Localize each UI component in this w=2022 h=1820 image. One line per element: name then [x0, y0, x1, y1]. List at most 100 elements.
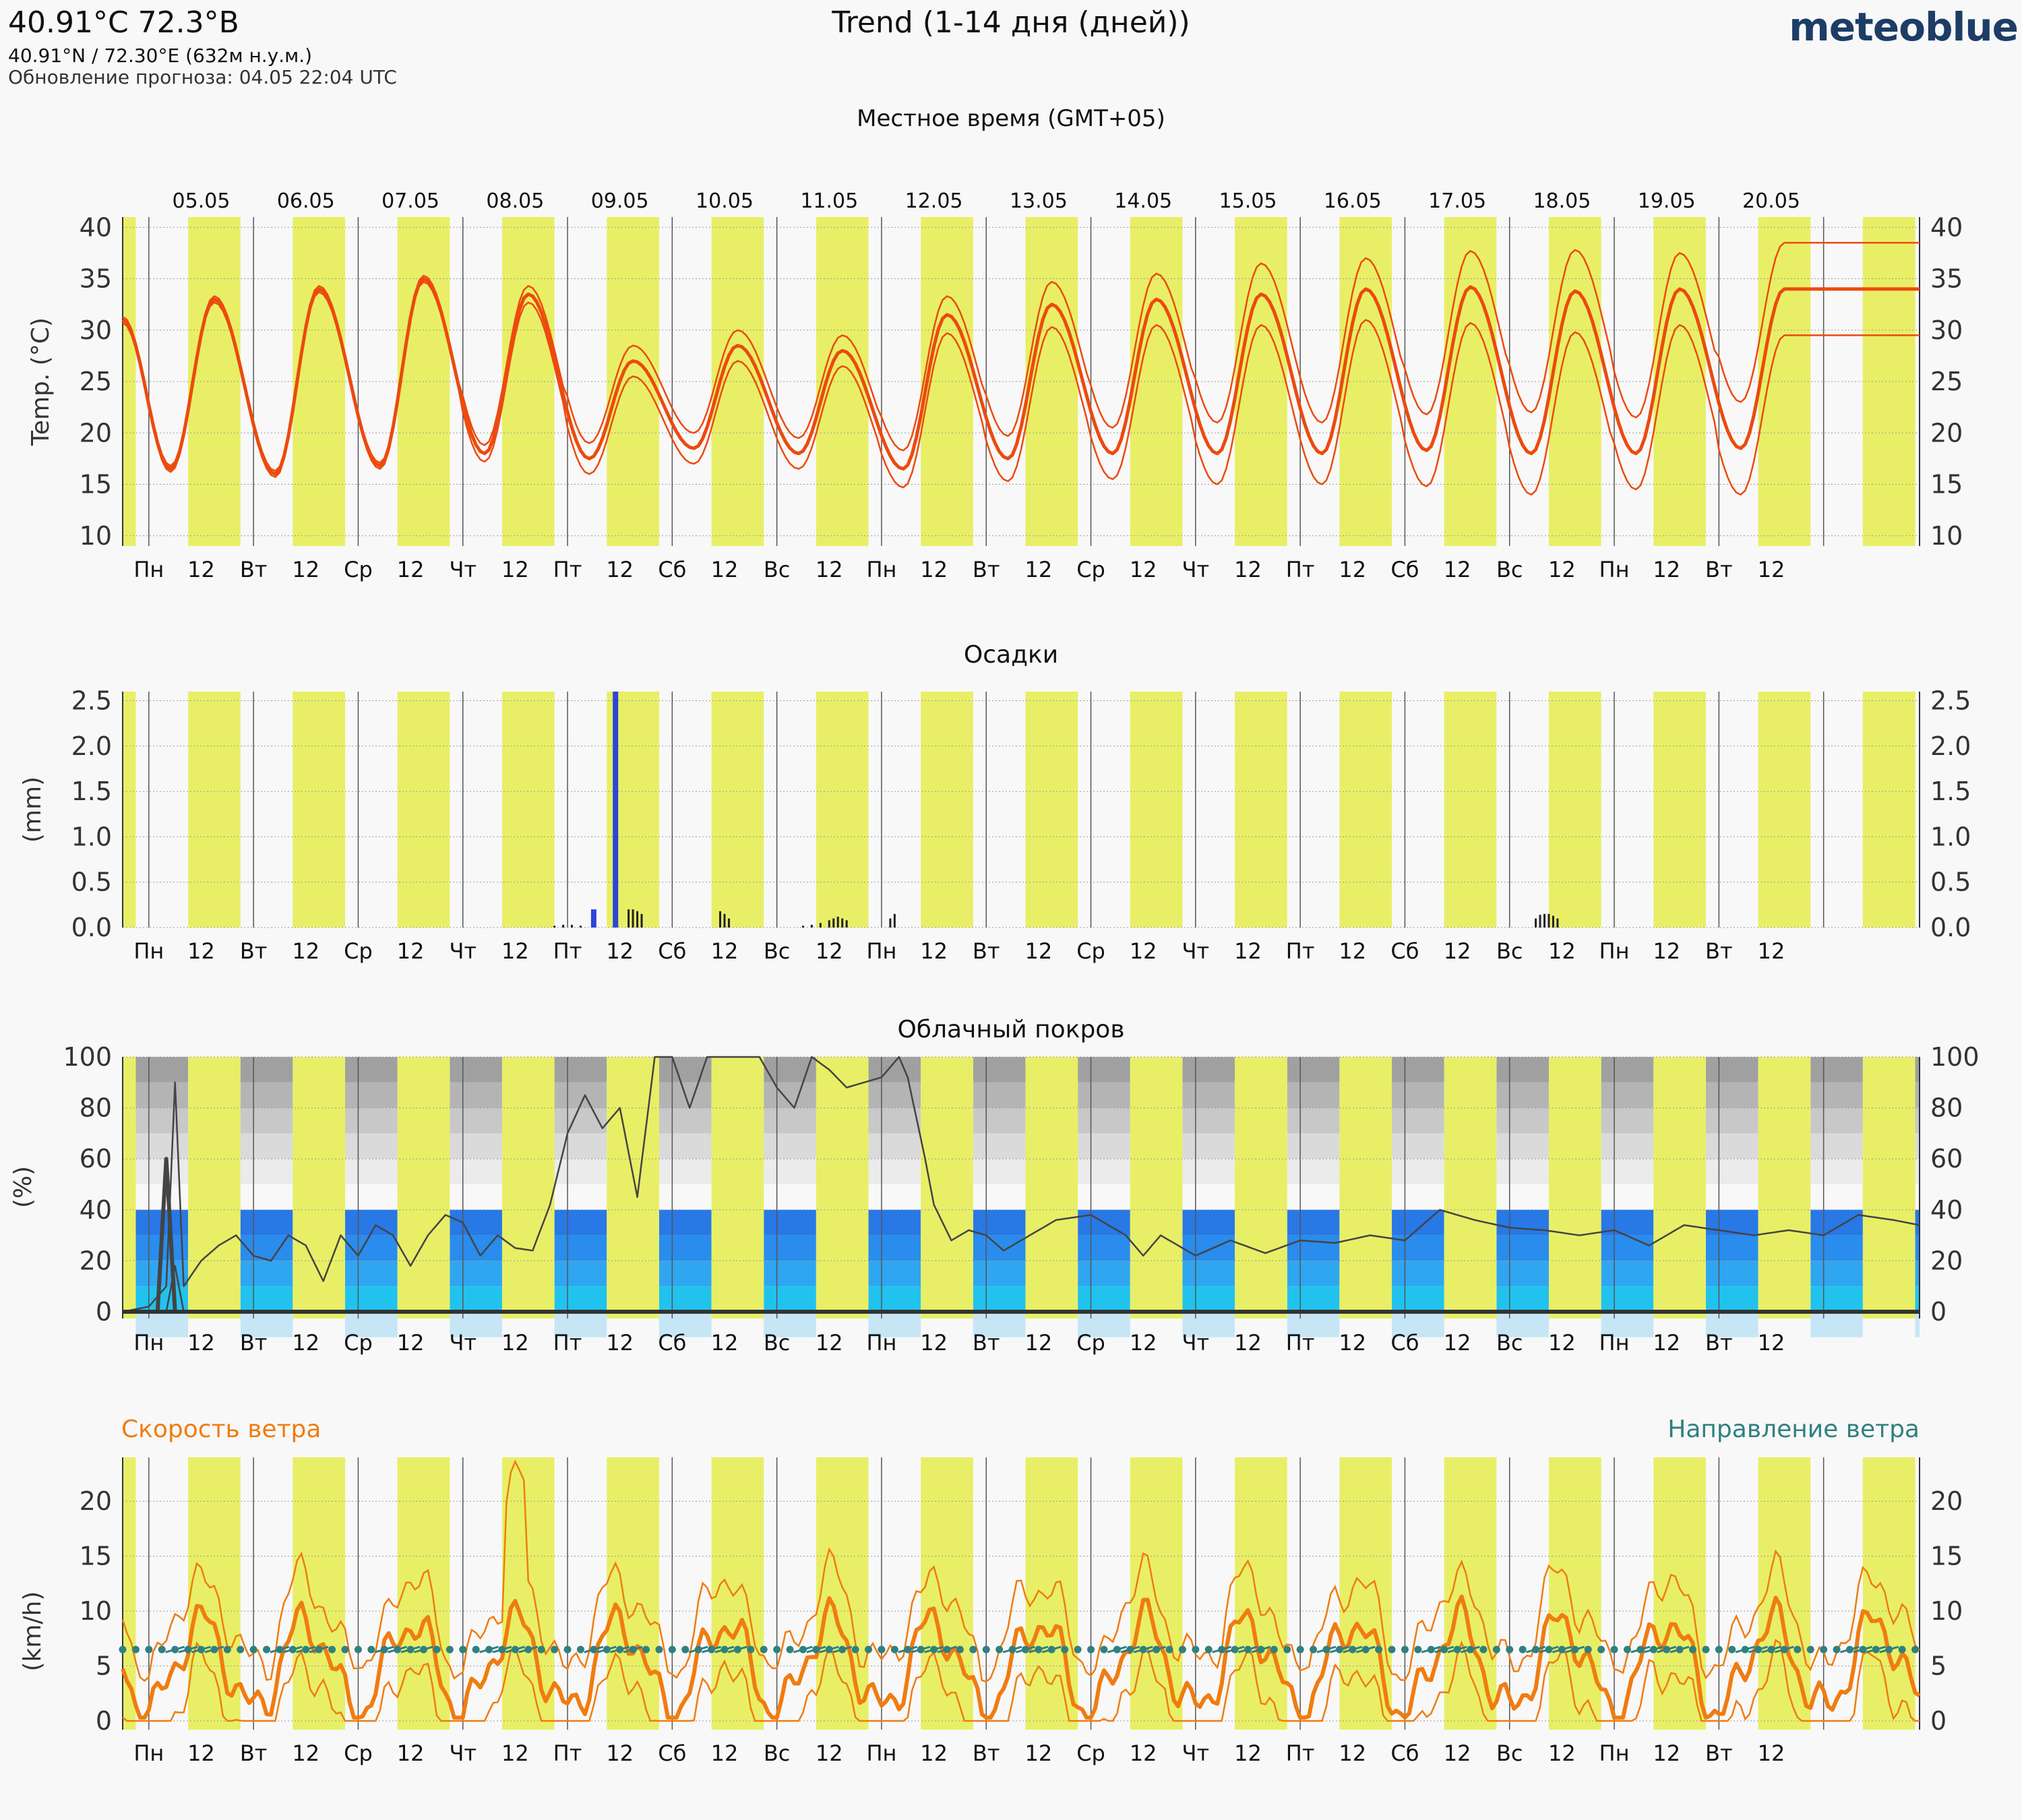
high-cloud-band	[1392, 1108, 1444, 1134]
wind-direction-dot	[995, 1645, 1004, 1654]
precip-ensemble-tick	[1552, 915, 1554, 928]
meteoblue-logo[interactable]: meteoblue	[1789, 4, 2019, 50]
temp-upper-line	[122, 241, 1920, 472]
weekday-label: Пн	[1599, 1740, 1630, 1766]
precip-tick-left: 2.5	[71, 686, 112, 715]
wind-direction-dot	[315, 1645, 323, 1654]
noon-label: 12	[1653, 1330, 1680, 1356]
weekday-label: Вс	[764, 1740, 791, 1766]
noon-label: 12	[920, 938, 948, 964]
wind-direction-dot	[131, 1645, 140, 1654]
wind-direction-dot	[1244, 1645, 1252, 1654]
daylight-band	[1339, 1057, 1392, 1318]
low-cloud-band	[868, 1286, 921, 1312]
precip-tick-left: 1.0	[71, 822, 112, 851]
precip-ensemble-tick	[571, 924, 573, 928]
wind-direction-dot	[1597, 1645, 1605, 1654]
wind-direction-dot	[1414, 1645, 1422, 1654]
precip-ensemble-tick	[640, 913, 643, 928]
high-cloud-band	[1705, 1108, 1758, 1134]
noon-label: 12	[1130, 1740, 1157, 1766]
weekday-label: Чт	[1182, 938, 1210, 964]
weekday-label: Вт	[240, 557, 268, 582]
noon-label: 12	[1444, 1740, 1471, 1766]
temp-tick-right: 30	[1930, 315, 1963, 345]
wind-direction-dot	[1820, 1645, 1828, 1654]
low-cloud-band	[1392, 1312, 1444, 1337]
wind-direction-dot	[1479, 1645, 1488, 1654]
wind-direction-dot	[406, 1645, 415, 1654]
date-label: 20.05	[1742, 189, 1800, 213]
wind-direction-dot	[1806, 1645, 1814, 1654]
high-cloud-band	[1915, 1133, 1920, 1159]
wind-direction-dot	[747, 1645, 755, 1654]
low-cloud-band	[240, 1312, 293, 1337]
high-cloud-band	[135, 1108, 189, 1134]
wind-direction-dot	[1728, 1645, 1736, 1654]
low-cloud-band	[1078, 1261, 1130, 1287]
low-cloud-band	[1392, 1286, 1444, 1312]
wind-tick-left: 10	[80, 1596, 112, 1626]
high-cloud-band	[1496, 1159, 1549, 1184]
wind-direction-dot	[1008, 1645, 1016, 1654]
wind-direction-dot	[681, 1645, 690, 1654]
precip-tick-left: 2.0	[71, 731, 112, 761]
low-cloud-band	[1601, 1312, 1654, 1337]
precip-tick-right: 2.0	[1930, 731, 1971, 761]
temp-tick-left: 25	[80, 367, 112, 396]
weekday-label: Сб	[1390, 1740, 1419, 1766]
high-cloud-band	[240, 1108, 293, 1134]
low-cloud-band	[240, 1235, 293, 1261]
wind-direction-dot	[1310, 1645, 1318, 1654]
high-cloud-band	[1601, 1082, 1654, 1108]
wind-direction-dot	[865, 1645, 873, 1654]
noon-label: 12	[711, 1330, 739, 1356]
chart-title: Trend (1-14 дня (дней))	[832, 5, 1190, 40]
low-cloud-band	[1915, 1312, 1920, 1337]
wind-direction-dot	[223, 1645, 231, 1654]
wind-direction-dot	[642, 1645, 650, 1654]
wind-direction-dot	[184, 1645, 192, 1654]
wind-direction-dot	[1885, 1645, 1893, 1654]
daylight-band	[1862, 692, 1916, 928]
noon-label: 12	[606, 938, 634, 964]
daylight-band	[501, 1457, 555, 1730]
noon-label: 12	[501, 938, 529, 964]
low-cloud-band	[1496, 1286, 1549, 1312]
daylight-band	[1444, 1057, 1497, 1318]
wind-direction-dot	[446, 1645, 454, 1654]
wind-direction-dot	[760, 1645, 768, 1654]
low-cloud-band	[1601, 1286, 1654, 1312]
weekday-label: Ср	[1076, 938, 1105, 964]
date-label: 07.05	[381, 189, 439, 213]
wind-direction-dot	[1689, 1645, 1697, 1654]
high-cloud-band	[973, 1057, 1026, 1083]
cloud-tick-left: 0	[96, 1297, 112, 1327]
wind-direction-dot	[1375, 1645, 1383, 1654]
high-cloud-band	[868, 1108, 921, 1134]
wind-direction-dot	[1898, 1645, 1906, 1654]
wind-direction-dot	[825, 1645, 833, 1654]
wind-direction-dot	[197, 1645, 205, 1654]
weekday-label: Ср	[1076, 557, 1105, 582]
wind-direction-dot	[1165, 1645, 1173, 1654]
low-cloud-band	[1182, 1235, 1235, 1261]
wind-direction-dot	[1192, 1645, 1200, 1654]
wind-direction-dot	[1087, 1645, 1095, 1654]
cloud-upper-line	[122, 1056, 1920, 1313]
weekday-label: Сб	[1390, 557, 1419, 582]
cloud-cover-panel: 0 0 20 20 40 40 60 60 80 80 100 100 Пн 12 Вт 12 Ср 12 Чт 12…	[63, 1042, 1979, 1356]
weekday-label: Чт	[1182, 1330, 1210, 1356]
weekday-label: Пт	[1286, 938, 1315, 964]
wind-direction-dot	[1322, 1645, 1330, 1654]
noon-label: 12	[1653, 557, 1680, 582]
daylight-band	[397, 692, 450, 928]
wind-direction-dot	[969, 1645, 977, 1654]
high-cloud-band	[1182, 1082, 1235, 1108]
noon-label: 12	[606, 557, 634, 582]
wind-direction-dot	[890, 1645, 898, 1654]
noon-label: 12	[397, 938, 425, 964]
wind-tick-right: 5	[1930, 1651, 1947, 1681]
daylight-band	[1235, 692, 1287, 928]
noon-label: 12	[501, 557, 529, 582]
